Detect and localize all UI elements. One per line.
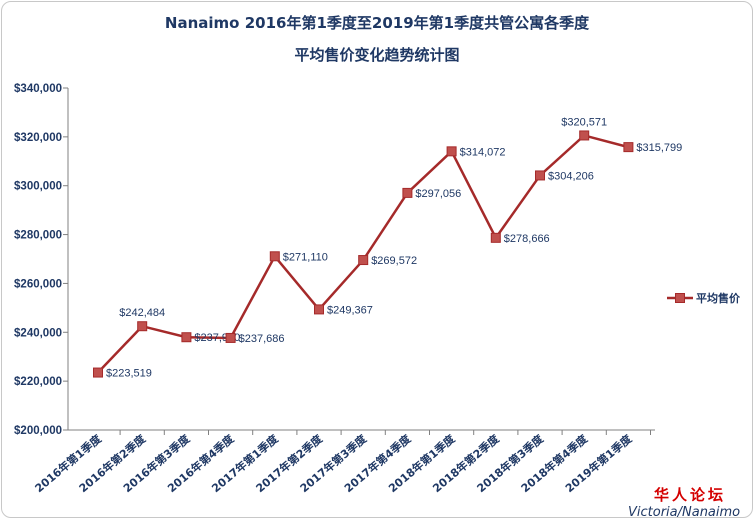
data-label: $314,072: [460, 146, 506, 158]
data-point: [358, 255, 369, 266]
y-tick-label: $200,000: [14, 425, 62, 437]
data-label: $237,686: [239, 333, 285, 345]
data-label: $249,367: [327, 304, 373, 316]
y-tick-label: $240,000: [14, 327, 62, 339]
watermark-en: Victoria/Nanaimo: [628, 505, 741, 520]
data-point: [269, 251, 280, 262]
data-point: [623, 142, 634, 153]
data-label: $269,572: [371, 255, 417, 267]
y-tick-label: $280,000: [14, 230, 62, 242]
data-point: [490, 232, 501, 243]
data-point: [446, 146, 457, 157]
data-label: $271,110: [283, 251, 328, 263]
data-label: $297,056: [415, 188, 461, 200]
data-point: [181, 332, 192, 343]
data-point: [93, 367, 103, 378]
legend-marker: [675, 293, 685, 303]
data-label: $223,519: [106, 368, 152, 380]
legend-label: 平均售价: [696, 291, 741, 305]
y-tick-label: $320,000: [14, 132, 62, 144]
y-tick-label: $220,000: [14, 376, 62, 388]
chart-subtitle: 平均售价变化趋势统计图: [294, 46, 460, 64]
data-point: [535, 170, 545, 181]
watermark-cn: 华人论坛: [654, 486, 727, 504]
forum-watermark: 华人论坛 Victoria/Nanaimo: [628, 484, 740, 520]
data-point: [402, 187, 413, 198]
data-label: $242,484: [119, 307, 165, 319]
data-label: $304,206: [548, 170, 594, 182]
y-tick-label: $260,000: [14, 278, 62, 290]
data-point: [225, 332, 236, 343]
data-point: [579, 130, 590, 141]
data-point: [137, 321, 148, 332]
data-label: $278,666: [504, 233, 550, 245]
y-tick-label: $300,000: [14, 181, 62, 193]
chart-title: Nanaimo 2016年第1季度至2019年第1季度共管公寓各季度: [164, 14, 590, 32]
data-point: [314, 304, 324, 315]
data-label: $320,571: [561, 116, 607, 128]
y-tick-label: $340,000: [14, 83, 62, 95]
data-label: $315,799: [636, 142, 682, 154]
